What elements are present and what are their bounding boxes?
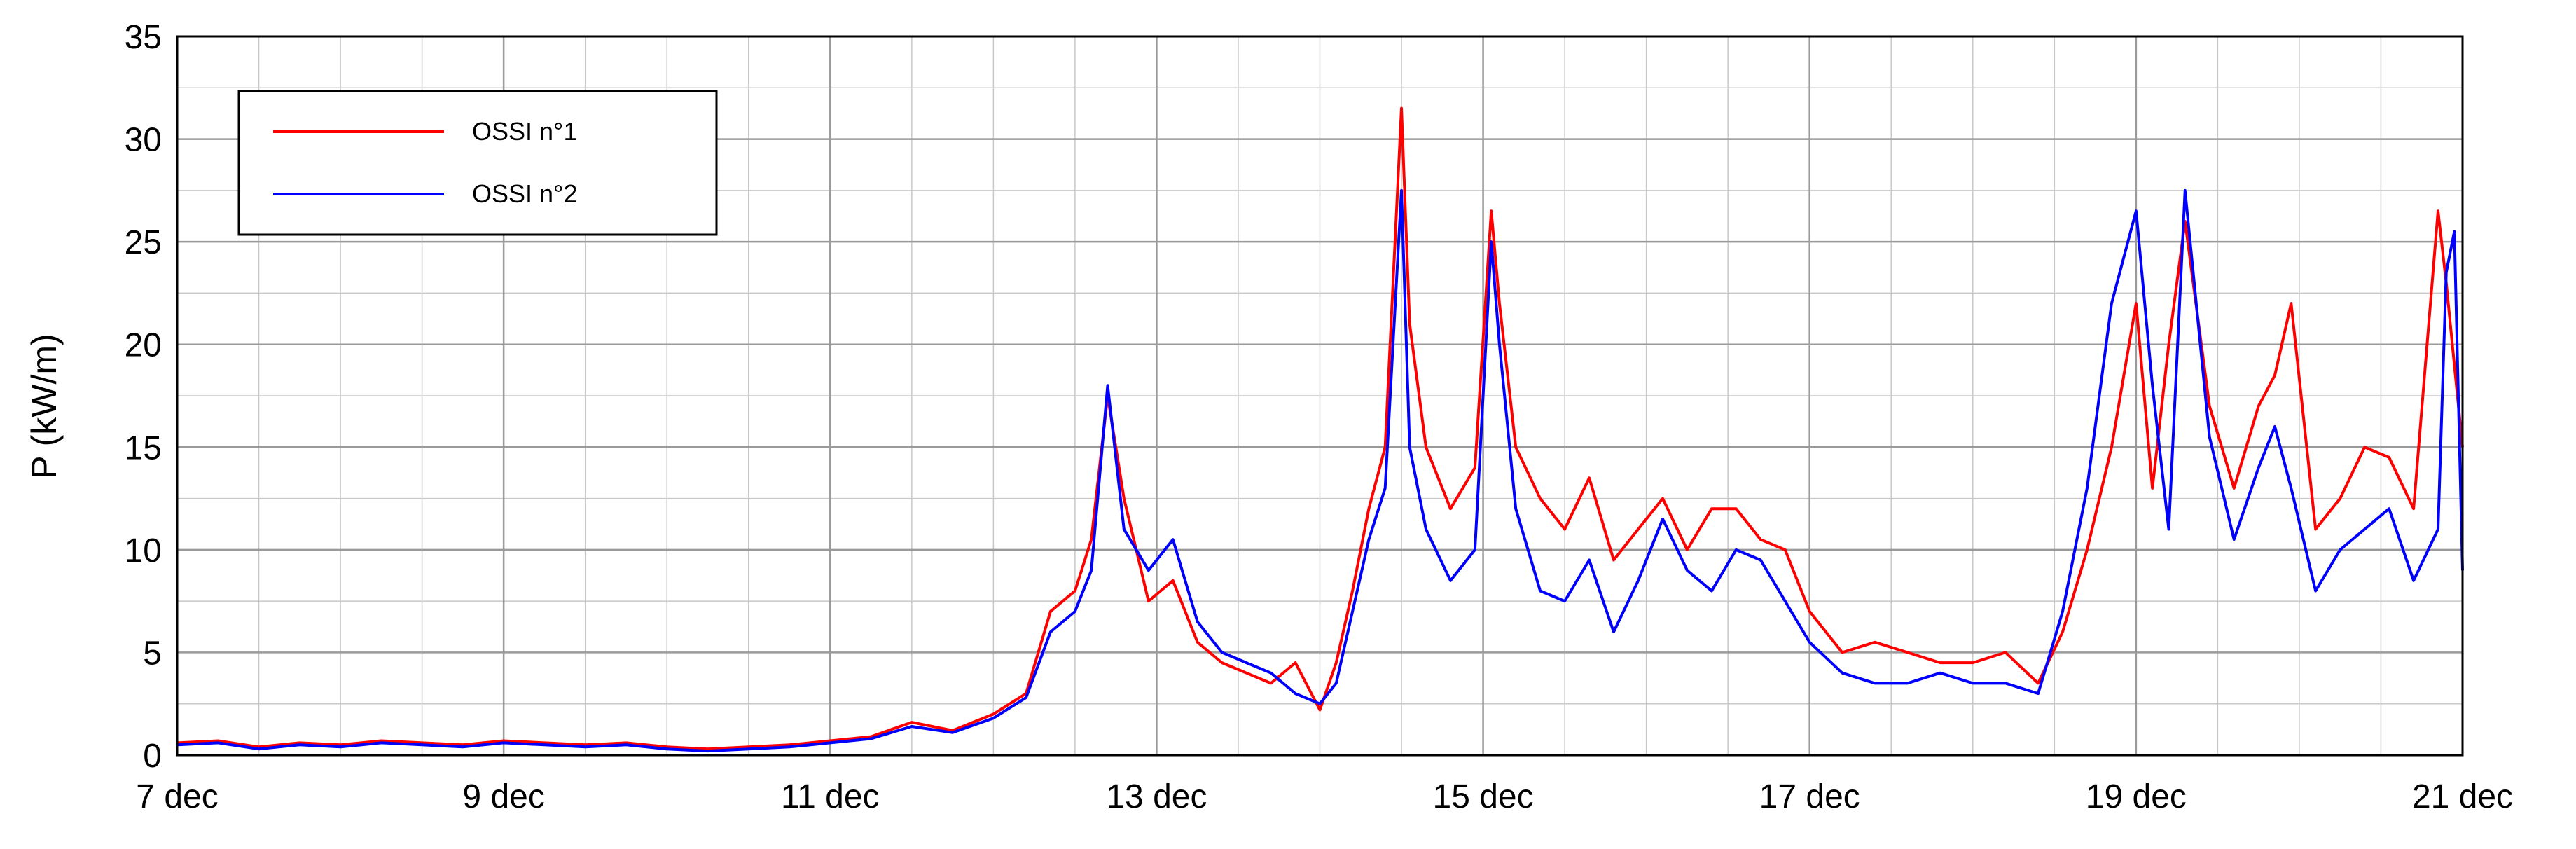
- y-tick-label: 0: [143, 738, 162, 775]
- x-tick-label: 9 dec: [462, 778, 544, 815]
- y-tick-label: 20: [125, 327, 162, 364]
- series-line-ossi-2: [176, 188, 2464, 753]
- x-tick-label: 7 dec: [136, 778, 218, 815]
- legend-box: [237, 90, 718, 236]
- plot-frame: [176, 35, 2464, 757]
- y-tick-label: 15: [125, 429, 162, 467]
- series-line-ossi-1: [176, 106, 2464, 751]
- legend-label-ossi-2: OSSI n°2: [472, 179, 577, 208]
- series-lines: [176, 106, 2464, 753]
- x-tick-label: 11 dec: [781, 778, 880, 815]
- y-tick-label: 35: [125, 19, 162, 56]
- y-tick-label: 10: [125, 532, 162, 570]
- y-tick-label: 30: [125, 122, 162, 159]
- x-tick-label: 15 dec: [1433, 778, 1534, 815]
- y-tick-label: 5: [143, 635, 162, 672]
- legend: OSSI n°1 OSSI n°2: [237, 90, 718, 236]
- y-axis-label: P (kW/m): [25, 333, 64, 478]
- x-tick-label: 13 dec: [1106, 778, 1207, 815]
- plot-border: [176, 35, 2464, 757]
- legend-label-ossi-1: OSSI n°1: [472, 117, 577, 146]
- x-tick-label: 21 dec: [2412, 778, 2513, 815]
- x-tick-label: 17 dec: [1759, 778, 1860, 815]
- tick-labels: 7 dec 9 dec 11 dec 13 dec 15 dec 17 dec 19 dec…: [125, 19, 2513, 815]
- x-tick-label: 19 dec: [2086, 778, 2187, 815]
- y-tick-label: 25: [125, 224, 162, 261]
